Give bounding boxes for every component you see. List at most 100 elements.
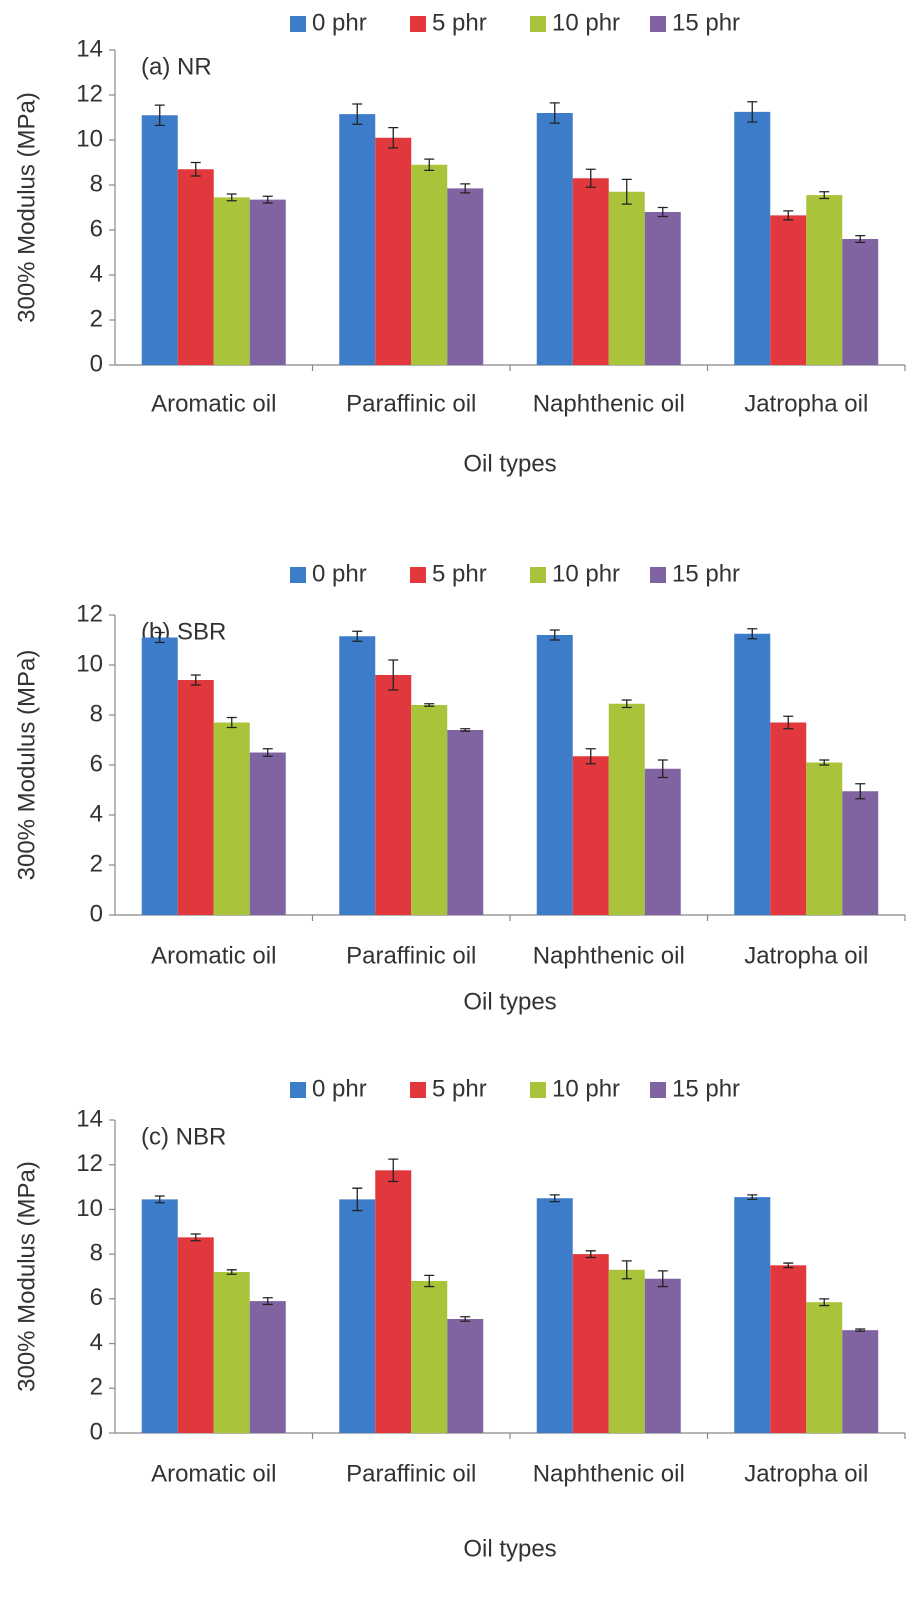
bar (411, 165, 447, 365)
y-tick-label: 2 (90, 305, 103, 332)
y-tick-label: 6 (90, 215, 103, 242)
legend-swatch (530, 1082, 546, 1098)
bar (645, 212, 681, 365)
legend-label: 15 phr (672, 9, 740, 36)
y-tick-label: 12 (76, 600, 103, 627)
bar (214, 197, 250, 365)
legend-swatch (290, 16, 306, 32)
y-axis-title: 300% Modulus (MPa) (13, 92, 40, 323)
bar (375, 138, 411, 365)
legend-label: 15 phr (672, 1075, 740, 1102)
bar (375, 675, 411, 915)
legend-label: 5 phr (432, 9, 487, 36)
y-tick-label: 8 (90, 1239, 103, 1266)
legend-swatch (650, 1082, 666, 1098)
bar (178, 680, 214, 915)
bar (178, 1237, 214, 1433)
y-tick-label: 12 (76, 1150, 103, 1177)
y-tick-label: 10 (76, 650, 103, 677)
bar (734, 634, 770, 915)
bar (214, 1272, 250, 1433)
y-tick-label: 8 (90, 170, 103, 197)
legend-swatch (530, 16, 546, 32)
y-tick-label: 10 (76, 125, 103, 152)
figure: 0 2 4 6 8 10 12 14 300% Modulus (MPa) Oil types (a… (0, 0, 922, 1604)
legend-label: 10 phr (552, 1075, 620, 1102)
y-tick-label: 10 (76, 1195, 103, 1222)
bar (537, 635, 573, 915)
x-tick-label: Naphthenic oil (533, 390, 685, 417)
bar (142, 115, 178, 365)
bar (645, 769, 681, 915)
x-tick-label: Naphthenic oil (533, 942, 685, 969)
bar (142, 1199, 178, 1433)
y-tick-label: 6 (90, 750, 103, 777)
bar (770, 1265, 806, 1433)
bar (609, 192, 645, 365)
bar (411, 705, 447, 915)
bar (842, 239, 878, 365)
x-axis-title: Oil types (463, 1535, 556, 1562)
y-tick-label: 4 (90, 1329, 103, 1356)
annotation: (a) NR (141, 53, 212, 80)
legend-label: 5 phr (432, 1075, 487, 1102)
bar (609, 1270, 645, 1433)
y-axis-title: 300% Modulus (MPa) (13, 650, 40, 881)
legend-swatch (410, 567, 426, 583)
bar (339, 114, 375, 365)
bar (339, 1199, 375, 1433)
bar (806, 195, 842, 365)
x-tick-label: Aromatic oil (151, 1460, 276, 1487)
bar (734, 112, 770, 365)
x-tick-label: Paraffinic oil (346, 942, 476, 969)
bar (411, 1281, 447, 1433)
bar (142, 638, 178, 916)
bar (770, 723, 806, 916)
bar (770, 215, 806, 365)
bar (250, 1301, 286, 1433)
legend-label: 0 phr (312, 9, 367, 36)
y-tick-label: 12 (76, 80, 103, 107)
legend-swatch (290, 1082, 306, 1098)
legend-label: 5 phr (432, 560, 487, 587)
y-axis-title: 300% Modulus (MPa) (13, 1161, 40, 1392)
x-tick-label: Aromatic oil (151, 942, 276, 969)
bar (842, 1330, 878, 1433)
bar (447, 730, 483, 915)
legend-swatch (290, 567, 306, 583)
y-tick-label: 0 (90, 900, 103, 927)
y-tick-label: 2 (90, 850, 103, 877)
y-tick-label: 4 (90, 260, 103, 287)
x-tick-label: Paraffinic oil (346, 1460, 476, 1487)
legend-label: 10 phr (552, 9, 620, 36)
x-tick-label: Aromatic oil (151, 390, 276, 417)
annotation: (c) NBR (141, 1123, 226, 1150)
bar (573, 1254, 609, 1433)
legend-label: 15 phr (672, 560, 740, 587)
bar (375, 1170, 411, 1433)
y-tick-label: 0 (90, 1418, 103, 1445)
bar (734, 1197, 770, 1433)
legend-swatch (410, 16, 426, 32)
bar (573, 756, 609, 915)
bar (842, 791, 878, 915)
bar (214, 723, 250, 916)
bar (447, 1319, 483, 1433)
y-tick-label: 8 (90, 700, 103, 727)
y-tick-label: 14 (76, 1105, 103, 1132)
x-tick-label: Jatropha oil (744, 1460, 868, 1487)
bar (645, 1279, 681, 1433)
bar (447, 188, 483, 365)
legend-label: 10 phr (552, 560, 620, 587)
bar (339, 636, 375, 915)
y-tick-label: 2 (90, 1374, 103, 1401)
bar (250, 200, 286, 365)
y-tick-label: 4 (90, 800, 103, 827)
x-tick-label: Naphthenic oil (533, 1460, 685, 1487)
y-tick-label: 0 (90, 350, 103, 377)
x-axis-title: Oil types (463, 988, 556, 1015)
legend-swatch (530, 567, 546, 583)
y-tick-label: 6 (90, 1284, 103, 1311)
legend-swatch (650, 567, 666, 583)
bar (573, 178, 609, 365)
